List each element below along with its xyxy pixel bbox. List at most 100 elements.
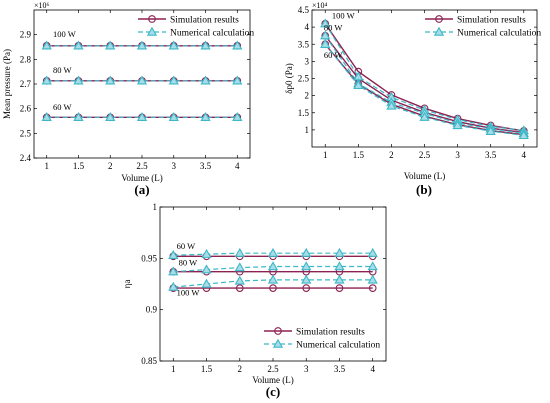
data-point-num [168,111,179,121]
data-point-num [367,261,378,271]
x-tick-label: 3 [304,364,309,374]
x-tick-label: 3.5 [485,150,497,160]
data-point-num [136,111,148,121]
x-tick-label: 3 [172,161,177,171]
series-label: 60 W [53,102,72,112]
data-point-num [41,111,52,121]
data-point-num [200,40,211,50]
y-tick-label: 1.5 [298,108,310,118]
x-tick-label: 3 [455,150,460,160]
y-tick-label: 2.5 [298,74,310,84]
legend-marker-num [146,26,158,36]
data-point-num [267,247,279,257]
legend: Simulation results Numerical calculation [264,327,380,351]
series-label: 60 W [177,241,196,251]
data-point-num [232,40,243,50]
data-point-sim [302,284,311,292]
data-point-num [301,247,312,257]
data-point-num [301,261,312,271]
y-tick-label: 2.4 [20,153,32,163]
data-point-num [334,274,345,284]
legend: Simulation results Numerical calculation [425,15,541,39]
data-point-sim [335,284,344,292]
data-point-num [168,75,179,85]
legend-marker-num [272,338,284,348]
y-tick-label: 4.5 [298,5,310,15]
data-point-num [41,75,52,85]
legend-marker-sim [148,15,156,23]
series-80W-num [168,261,378,276]
data-point-num [386,100,397,110]
data-point-num [353,80,364,90]
x-tick-label: 1.5 [201,364,213,374]
data-point-num [267,261,279,271]
y-tick-label: 4 [305,22,310,32]
data-point-num [452,120,463,130]
x-tick-label: 1 [323,150,328,160]
series-line [324,43,524,136]
legend-marker-sim [274,327,282,335]
y-tick-label: 1 [153,202,158,212]
x-axis-label: Volume (L) [121,173,163,183]
series-80W-num [41,75,243,85]
series-60W-sim [321,40,528,139]
y-tick-label: 3.5 [298,39,310,49]
x-tick-label: 1.5 [73,161,85,171]
data-point-num [201,248,212,258]
data-point-num [41,40,52,50]
legend: Simulation results Numerical calculation [138,15,254,39]
x-tick-label: 2.5 [419,150,431,160]
data-point-num [367,247,378,257]
x-tick-label: 2 [389,150,394,160]
data-point-num [105,40,116,50]
data-point-num [334,261,345,271]
y-tick-label: 0.9 [146,305,158,315]
series-line [324,43,524,136]
data-point-num [234,247,245,257]
series-100W-num [41,40,243,50]
x-axis-label: Volume (L) [252,375,294,385]
data-point-sim [368,284,377,292]
x-tick-label: 2 [238,364,243,374]
data-point-num [201,278,212,288]
y-axis-label: δp0 (Pa) [284,63,294,94]
y-tick-label: 2.9 [20,30,32,40]
legend-label-num: Numerical calculation [296,341,380,351]
x-tick-label: 1 [171,364,176,374]
data-point-num [200,75,211,85]
series-label: 100 W [332,11,355,21]
data-point-num [168,281,179,291]
panel-3: 1 1.5 2 2.5 3 3.5 4 0.85 0.9 0.95 1 Volume (L) ηa 60 … [122,202,387,399]
x-tick-label: 3.5 [200,161,212,171]
data-point-num [367,274,378,284]
x-tick-label: 1 [44,161,49,171]
y-tick-label: 2.7 [20,79,32,89]
legend-marker-num [433,26,445,36]
data-point-num [267,274,279,284]
data-point-num [105,111,116,121]
data-point-num [73,40,84,50]
y-tick-label: 2.8 [20,54,32,64]
data-point-num [334,247,345,257]
data-point-num [136,75,148,85]
series-label: 60 W [324,50,343,60]
y-tick-label: 3 [305,56,310,66]
legend-label-sim: Simulation results [296,328,365,338]
x-tick-label: 4 [522,150,527,160]
series-100W-num [168,274,378,291]
data-point-num [73,75,84,85]
x-tick-label: 2 [108,161,113,171]
series-label: 80 W [53,65,72,75]
data-point-num [320,38,331,48]
series-label: 100 W [53,29,76,39]
data-point-num [320,30,331,40]
series-60W-num [320,38,529,140]
legend-label-num: Numerical calculation [170,29,254,39]
x-tick-label: 2.5 [267,364,279,374]
x-tick-label: 4 [370,364,375,374]
x-axis-label: Volume (L) [404,171,446,181]
data-point-num [201,264,212,274]
plot-frame [159,206,387,362]
data-point-sim [269,284,277,292]
panel-2: 1 1.5 2 2.5 3 3.5 4 1 1.5 2 2.5 3 3.5 4 4.5 Volume (L) δ… [284,1,541,197]
